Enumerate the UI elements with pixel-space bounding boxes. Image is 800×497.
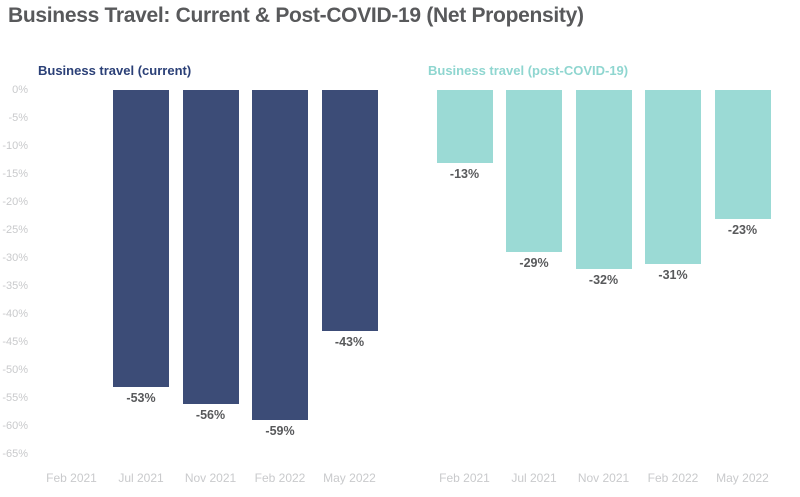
bar-value-label: -56%: [195, 407, 226, 422]
bar-value-label: -23%: [727, 222, 758, 237]
bar-post-nov-2021: [575, 90, 632, 270]
y-tick-label: -5%: [8, 112, 28, 124]
y-tick-label: -55%: [2, 392, 28, 404]
bar-post-jul-2021: [506, 90, 562, 253]
chart-title: Business Travel: Current & Post-COVID-19…: [8, 4, 584, 27]
bar-value-label: -32%: [588, 273, 619, 288]
bar-post-feb-2021: [436, 90, 493, 163]
y-tick-label: 0%: [12, 84, 28, 96]
x-category-label: Nov 2021: [577, 471, 630, 485]
x-category-label: Feb 2021: [46, 471, 97, 485]
bar-value-label: -29%: [519, 256, 549, 271]
x-category-label: May 2022: [716, 471, 769, 485]
bar-current-may-2022: [321, 90, 378, 331]
bar-current-jul-2021: [113, 90, 169, 387]
bar-value-label: -53%: [126, 390, 156, 405]
x-category-label: Jul 2021: [511, 471, 557, 485]
x-category-label: Jul 2021: [118, 471, 164, 485]
y-tick-label: -15%: [2, 168, 28, 180]
y-tick-label: -35%: [2, 280, 28, 292]
y-tick-label: -20%: [2, 196, 28, 208]
y-tick-label: -40%: [2, 308, 28, 320]
y-tick-label: -50%: [2, 364, 28, 376]
x-category-label: May 2022: [323, 471, 376, 485]
bar-value-label: -13%: [449, 166, 480, 181]
y-tick-label: -25%: [2, 224, 28, 236]
legend-current-label: Business travel (current): [38, 63, 192, 78]
bar-post-may-2022: [714, 90, 771, 219]
y-tick-label: -30%: [2, 252, 28, 264]
y-tick-label: -65%: [2, 448, 28, 460]
bar-current-feb-2022: [252, 90, 308, 421]
bar-value-label: -31%: [658, 267, 688, 282]
y-tick-label: -45%: [2, 336, 28, 348]
legend-post-label: Business travel (post-COVID-19): [428, 63, 629, 78]
bar-post-feb-2022: [645, 90, 701, 264]
bar-current-nov-2021: [182, 90, 239, 404]
y-tick-label: -60%: [2, 420, 28, 432]
x-category-label: Feb 2021: [439, 471, 490, 485]
bar-value-label: -59%: [265, 424, 295, 439]
y-tick-label: -10%: [2, 140, 28, 152]
bar-value-label: -43%: [334, 334, 365, 349]
x-category-label: Nov 2021: [184, 471, 237, 485]
x-category-label: Feb 2022: [647, 471, 699, 485]
x-category-label: Feb 2022: [254, 471, 306, 485]
